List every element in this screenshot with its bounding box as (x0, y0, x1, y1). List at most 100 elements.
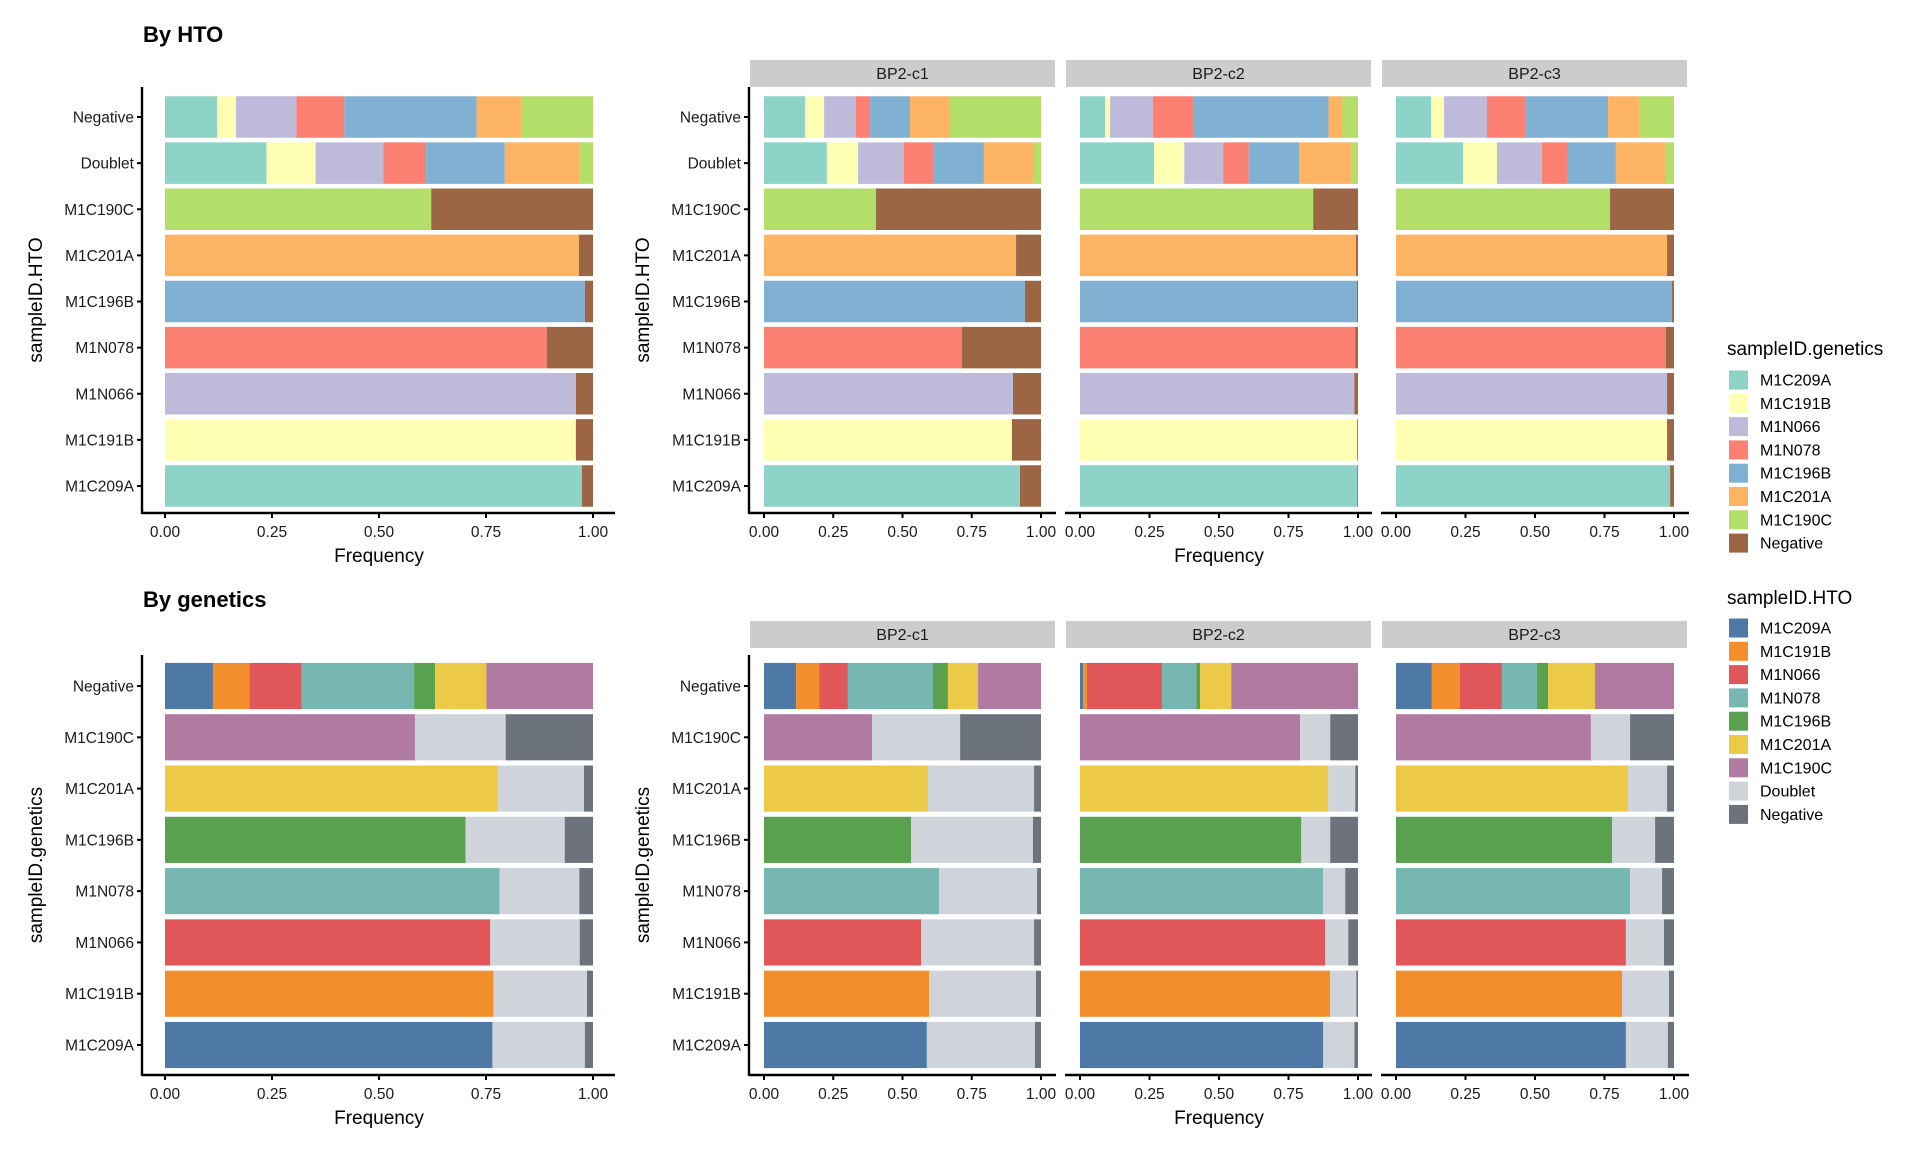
bar-segment-m1c196b-negative (1356, 280, 1358, 323)
y-tick-label: M1C196B (672, 294, 741, 311)
bar-segment-m1c209a-doublet (1323, 1021, 1355, 1069)
bar-segment-negative-m1c209a (165, 662, 213, 710)
bar-segment-m1c196b-negative (1672, 280, 1674, 323)
x-tick-label: 0.25 (257, 524, 287, 541)
bar-segment-negative-m1c201a (1548, 662, 1596, 710)
bar-segment-negative-m1c191b (217, 96, 237, 138)
bar-segment-negative-m1c209a (1080, 96, 1106, 138)
bar-segment-m1c191b-negative (1036, 970, 1041, 1017)
x-tick-label: 0.50 (364, 1086, 395, 1103)
legend-swatch (1729, 393, 1748, 413)
y-tick-label: M1C196B (65, 832, 134, 849)
bar-segment-m1n078-negative (579, 868, 593, 915)
bar-segment-m1c201a-m1c201a (1396, 234, 1668, 277)
x-tick-label: 0.25 (1134, 524, 1164, 541)
legend-item-m1n078: M1N078 (1729, 688, 1821, 708)
facet-strip-label: BP2-c1 (876, 66, 929, 83)
bar-segment-doublet-m1c209a (1396, 142, 1463, 184)
bar-segment-m1c196b-doublet (911, 816, 1033, 863)
facet-strip-label: BP2-c3 (1508, 627, 1561, 644)
bar-segment-m1c201a-negative (1667, 765, 1674, 812)
x-tick-label: 0.00 (749, 524, 780, 541)
legend-genetics: sampleID.genetics M1C209AM1C191BM1N066M1… (1727, 339, 1883, 553)
legend-item-m1c190c: M1C190C (1729, 510, 1832, 530)
y-tick-label: M1C201A (672, 781, 742, 798)
bar-segment-m1c191b-doublet (1622, 970, 1669, 1017)
bar-segment-m1c190c-m1c190c (1080, 714, 1301, 761)
bar-segment-m1n078-negative (1665, 326, 1674, 369)
x-tick-label: 0.25 (818, 524, 848, 541)
legend-item-m1n066: M1N066 (1729, 665, 1821, 685)
y-tick-label: M1C190C (671, 202, 741, 219)
bar-segment-m1c201a-negative (584, 765, 593, 812)
x-axis-title: Frequency (1174, 1108, 1264, 1129)
y-tick-label: Negative (680, 679, 741, 696)
bar-segment-m1n078-doublet (939, 868, 1038, 915)
x-tick-label: 0.25 (1134, 1086, 1164, 1103)
bar-segment-m1c191b-negative (1669, 970, 1674, 1017)
bar-segment-m1c196b-m1c196b (764, 816, 912, 863)
legend-swatch (1729, 463, 1748, 483)
bar-segment-m1c209a-negative (1354, 1021, 1358, 1069)
x-axis-title: Frequency (334, 1108, 424, 1129)
legend-label: M1C191B (1760, 644, 1831, 661)
legend-item-m1c201a: M1C201A (1729, 487, 1831, 506)
y-tick-label: M1N066 (75, 386, 134, 403)
bar-segment-m1n078-negative (962, 326, 1041, 369)
bar-segment-m1c190c-negative (431, 188, 593, 230)
bar-segment-m1n066-m1n066 (764, 372, 1014, 415)
bar-segment-m1n078-negative (1037, 868, 1041, 915)
bar-segment-m1n066-m1n066 (165, 919, 491, 966)
bar-segment-m1c190c-doublet (1590, 714, 1631, 761)
bar-segment-m1c191b-doublet (1330, 970, 1357, 1017)
y-tick-label: M1N066 (75, 935, 134, 952)
bar-segment-m1n078-m1n078 (764, 326, 963, 369)
bar-segment-m1n066-m1n066 (1396, 372, 1668, 415)
bar-segment-doublet-m1c209a (764, 142, 827, 184)
bar-segment-doublet-m1n066 (315, 142, 384, 184)
facet-strip-label: BP2-c3 (1508, 66, 1561, 83)
bar-segment-m1n078-negative (1355, 326, 1358, 369)
bar-segment-negative-m1n078 (855, 96, 871, 138)
y-tick-label: M1C190C (64, 202, 134, 219)
bar-segment-negative-m1c196b (1536, 662, 1549, 710)
bar-segment-m1c196b-m1c196b (1396, 816, 1613, 863)
x-tick-label: 0.50 (1204, 1086, 1235, 1103)
facet-panel-bp2-c2: BP2-c2 0.00 0.25 0.50 0.75 1.00 (1065, 621, 1374, 1103)
bar-segment-doublet-m1c190c (1032, 142, 1041, 184)
legend-hto: sampleID.HTO M1C209AM1C191BM1N066M1N078M… (1727, 588, 1852, 824)
bar-segment-m1c196b-negative (1032, 816, 1041, 863)
legend-label: M1C196B (1760, 466, 1831, 483)
facet-panel-bp2-c1: BP2-c1 0.00 0.25 0.50 0.75 1.00 Negative Double… (671, 60, 1056, 541)
bar-segment-negative-m1c190c (1231, 662, 1358, 710)
bar-segment-m1c190c-m1c190c (1396, 714, 1591, 761)
bar-segment-m1n066-m1n066 (764, 919, 922, 966)
y-tick-label: M1N078 (75, 884, 134, 901)
legend-label: M1C196B (1760, 714, 1831, 731)
bar-segment-m1c190c-negative (1610, 188, 1674, 230)
bar-segment-m1c191b-m1c191b (165, 419, 576, 461)
y-tick-label: M1C196B (672, 832, 741, 849)
bar-segment-doublet-m1c190c (1665, 142, 1674, 184)
y-tick-label: M1C196B (65, 294, 134, 311)
x-tick-label: 1.00 (1343, 1086, 1374, 1103)
x-tick-label: 0.00 (1065, 524, 1096, 541)
bar-segment-m1n066-negative (1034, 919, 1041, 966)
legend-swatch (1729, 440, 1748, 460)
x-tick-label: 0.00 (1381, 524, 1412, 541)
y-tick-label: Doublet (688, 156, 742, 173)
legend-item-negative: Negative (1729, 804, 1823, 824)
legend-item-m1c190c: M1C190C (1729, 758, 1832, 778)
bar-segment-m1c196b-m1c196b (1080, 816, 1302, 863)
bar-segment-doublet-m1n078 (1541, 142, 1567, 184)
bar-segment-m1c201a-m1c201a (764, 234, 1017, 277)
bar-segment-m1n066-negative (575, 372, 593, 415)
bar-segment-m1n066-doublet (490, 919, 580, 966)
x-tick-label: 0.75 (1273, 1086, 1303, 1103)
bar-segment-m1c190c-m1c190c (764, 188, 876, 230)
bar-segment-negative-m1n066 (824, 96, 856, 138)
facet-strip (750, 60, 1055, 87)
bar-segment-negative-m1n078 (1501, 662, 1537, 710)
x-tick-label: 1.00 (1026, 1086, 1057, 1103)
y-tick-label: Negative (680, 110, 741, 127)
